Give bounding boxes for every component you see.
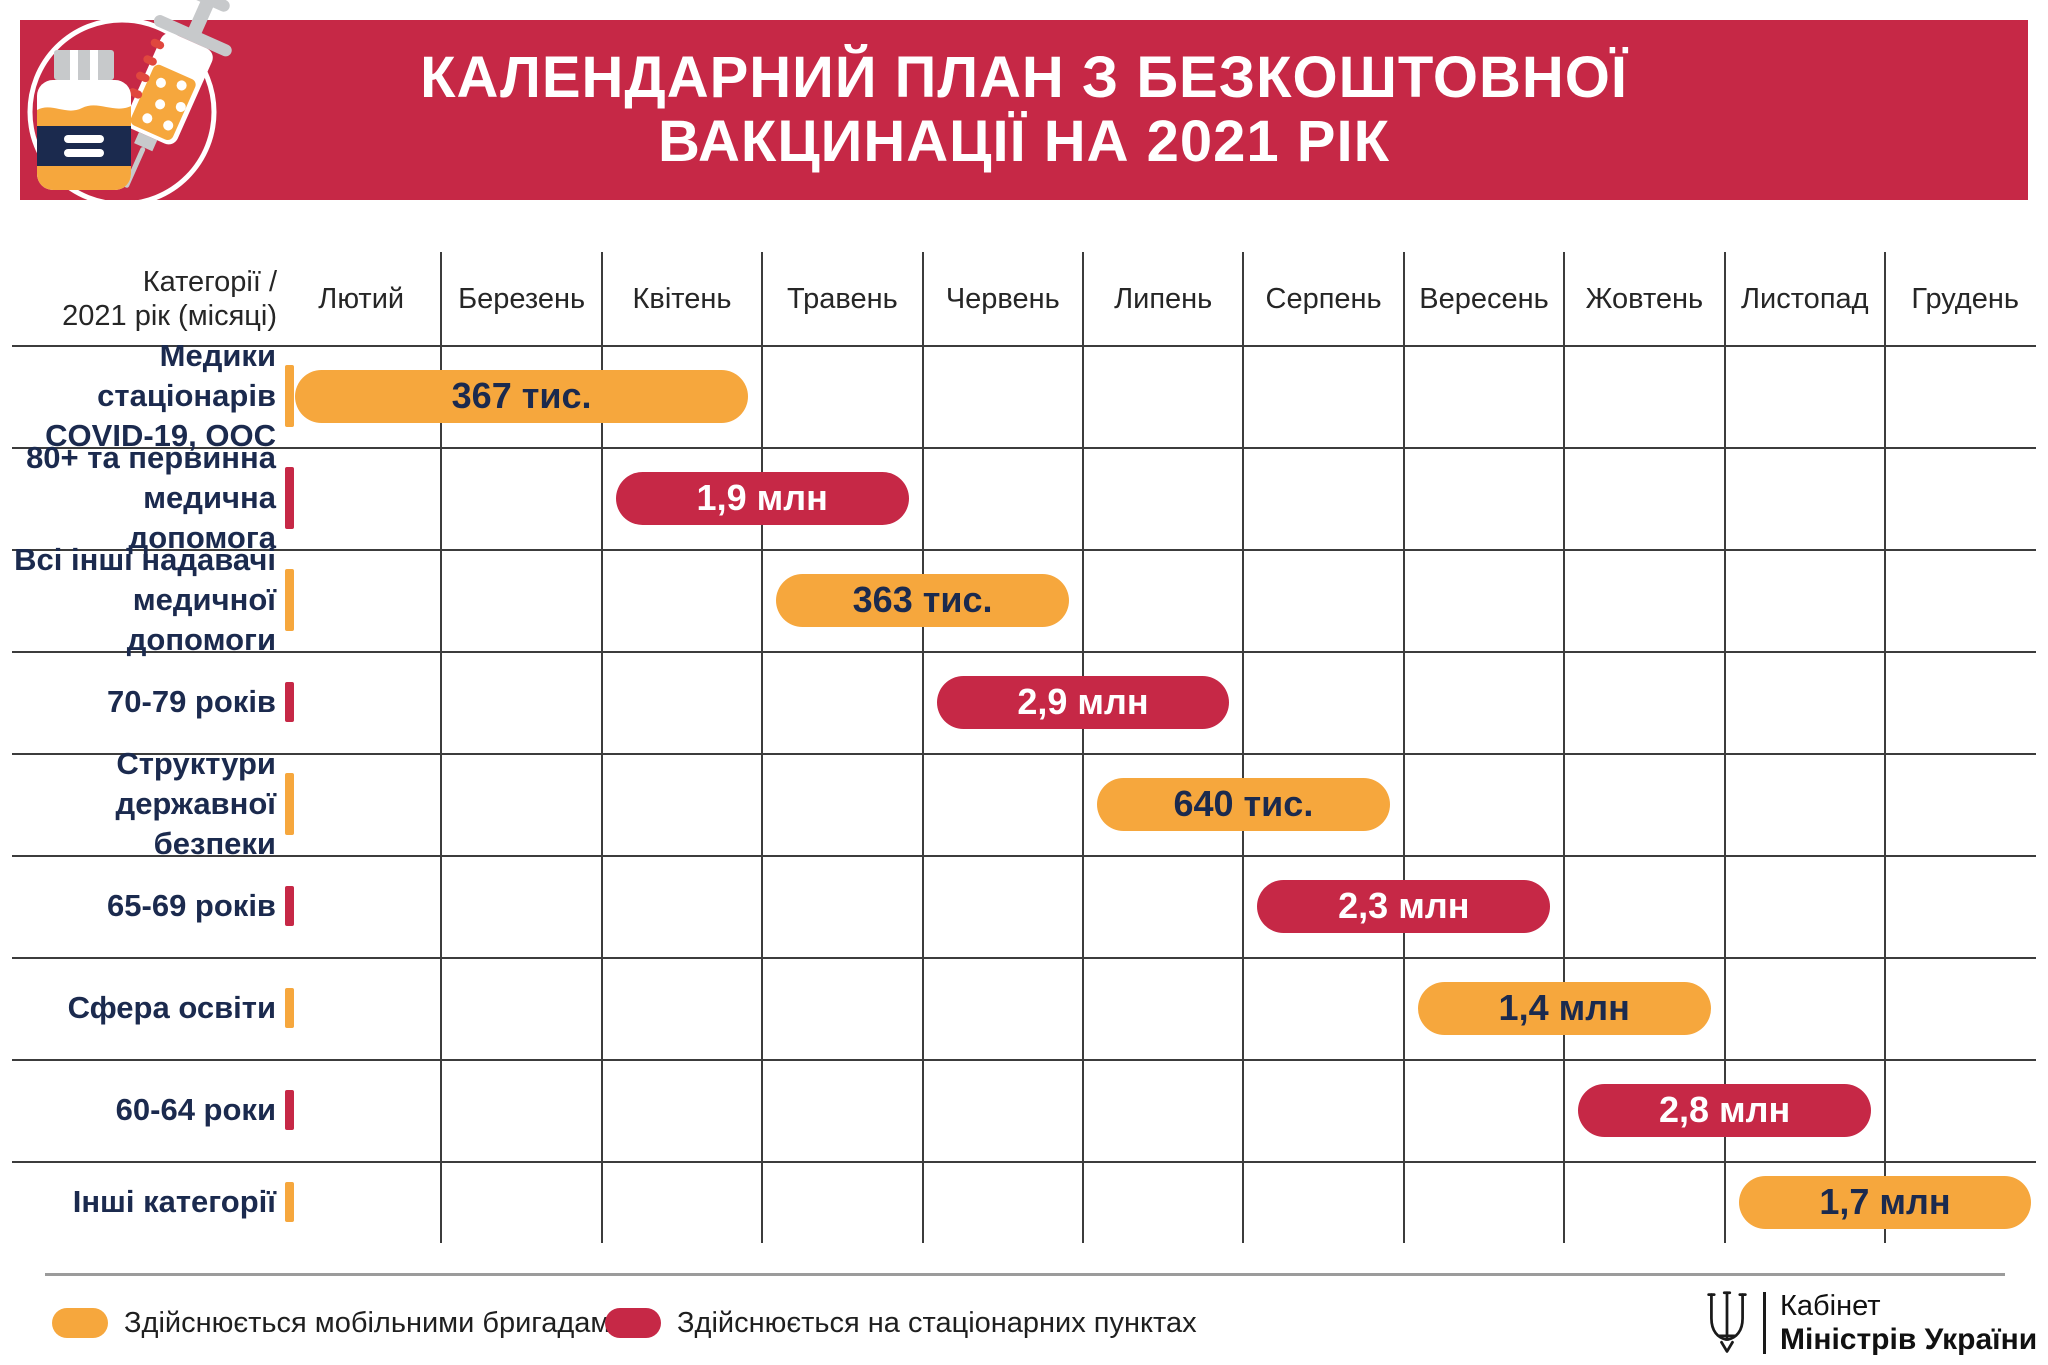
- row-label-2: 80+ та первинна медична допомога: [0, 440, 276, 555]
- month-header-3: Квітень: [632, 282, 732, 315]
- legend-swatch-mobile: [52, 1308, 108, 1338]
- row-label-line: 70-79 років: [107, 684, 276, 719]
- row-label-line: медичної допомоги: [126, 582, 276, 657]
- axis-corner-label-line1: Категорії /: [142, 266, 277, 298]
- row-label-9: Інші категорії: [0, 1161, 276, 1243]
- page-title: КАЛЕНДАРНИЙ ПЛАН З БЕЗКОШТОВНОЇ ВАКЦИНАЦ…: [20, 46, 2028, 174]
- row-label-5: Структури державної безпеки: [0, 746, 276, 861]
- header-bottom-line: [12, 345, 2036, 347]
- row-divider-line: [12, 549, 2036, 551]
- row-label-3: Всі інші надавачі медичної допомоги: [0, 542, 276, 657]
- row-label-line: 65-69 років: [107, 888, 276, 923]
- grid-vline: [1723, 252, 1726, 1243]
- month-header-4: Травень: [787, 282, 898, 315]
- page-title-line2: ВАКЦИНАЦІЇ НА 2021 РІК: [658, 109, 1390, 174]
- gantt-bar-9: 1,7 млн: [1738, 1175, 2032, 1229]
- row-color-tick: [285, 773, 294, 835]
- logo-text-line2: Міністрів України: [1780, 1323, 2038, 1356]
- gantt-bar-7: 1,4 млн: [1417, 981, 1711, 1035]
- legend-item-mobile: Здійснюється мобільними бригадами: [52, 1303, 627, 1343]
- logo-text-line1: Кабінет: [1780, 1290, 1881, 1322]
- grid-vline: [1242, 252, 1245, 1243]
- row-label-line: Структури: [116, 746, 276, 781]
- logo-text: Кабінет Міністрів України: [1780, 1290, 2037, 1356]
- row-color-tick: [285, 886, 294, 926]
- legend-item-stationary: Здійснюється на стаціонарних пунктах: [605, 1303, 1197, 1343]
- row-divider-line: [12, 1059, 2036, 1061]
- gantt-bar-6: 2,3 млн: [1257, 879, 1551, 933]
- grid-vline: [1884, 252, 1886, 1243]
- row-label-4: 70-79 років: [0, 651, 276, 753]
- page-title-line1: КАЛЕНДАРНИЙ ПЛАН З БЕЗКОШТОВНОЇ: [420, 45, 1628, 110]
- row-divider-line: [12, 447, 2036, 449]
- gantt-bar-3: 363 тис.: [776, 573, 1069, 627]
- row-label-6: 65-69 років: [0, 855, 276, 957]
- row-label-line: Медики стаціонарів: [97, 338, 276, 413]
- grid-vline: [1563, 252, 1566, 1243]
- row-color-tick: [285, 988, 294, 1028]
- month-header-6: Липень: [1114, 282, 1213, 315]
- row-divider-line: [12, 855, 2036, 857]
- row-label-line: 60-64 роки: [115, 1092, 276, 1127]
- vaccine-vial-syringe-icon: [27, 0, 232, 207]
- month-header-5: Червень: [945, 282, 1060, 315]
- month-header-1: Лютий: [318, 282, 405, 315]
- row-label-line: медична допомога: [128, 480, 276, 555]
- row-divider-line: [12, 651, 2036, 653]
- row-color-tick: [285, 467, 294, 529]
- vaccine-vial-icon: [37, 50, 131, 190]
- logo-divider: [1763, 1292, 1766, 1354]
- row-divider-line: [12, 957, 2036, 959]
- row-label-line: державної безпеки: [115, 786, 276, 861]
- legend-label-mobile: Здійснюється мобільними бригадами: [124, 1306, 627, 1339]
- row-color-tick: [285, 365, 294, 427]
- grid-vline: [440, 252, 443, 1243]
- month-header-7: Серпень: [1265, 282, 1382, 315]
- row-label-line: 80+ та первинна: [26, 440, 276, 475]
- row-label-8: 60-64 роки: [0, 1059, 276, 1161]
- grid-vline: [1402, 252, 1405, 1243]
- axis-corner-label: Категорії / 2021 рік (місяці): [0, 253, 277, 345]
- row-divider-line: [12, 1161, 2036, 1163]
- row-color-tick: [285, 1090, 294, 1130]
- row-label-7: Сфера освіти: [0, 957, 276, 1059]
- grid-vline: [761, 252, 764, 1243]
- gantt-bar-2: 1,9 млн: [615, 471, 909, 525]
- month-header-9: Жовтень: [1585, 282, 1704, 315]
- grid-vline: [600, 252, 603, 1243]
- gantt-bar-8: 2,8 млн: [1578, 1083, 1871, 1137]
- cabinet-of-ministers-logo: Кабінет Міністрів України: [1703, 1290, 2037, 1356]
- gantt-bar-1: 367 тис.: [295, 369, 749, 423]
- row-color-tick: [285, 569, 294, 631]
- month-header-2: Березень: [458, 282, 586, 315]
- grid-vline: [921, 252, 924, 1243]
- axis-corner-label-line2: 2021 рік (місяці): [62, 300, 277, 332]
- row-label-1: Медики стаціонарів COVID-19, ООС: [0, 338, 276, 453]
- legend-swatch-stationary: [605, 1308, 661, 1338]
- month-header-8: Вересень: [1419, 282, 1549, 315]
- legend-label-stationary: Здійснюється на стаціонарних пунктах: [677, 1306, 1197, 1339]
- month-header-11: Грудень: [1911, 282, 2019, 315]
- row-divider-line: [12, 753, 2036, 755]
- legend-separator: [45, 1273, 2005, 1276]
- row-color-tick: [285, 682, 294, 722]
- tryzub-icon: [1707, 1291, 1747, 1353]
- row-label-line: Всі інші надавачі: [14, 542, 276, 577]
- syringe-icon: [124, 0, 232, 188]
- gantt-bar-4: 2,9 млн: [936, 675, 1230, 729]
- grid-vline: [1082, 252, 1084, 1243]
- row-label-line: Сфера освіти: [67, 990, 276, 1025]
- month-header-10: Листопад: [1741, 282, 1869, 315]
- row-color-tick: [285, 1182, 294, 1222]
- row-label-line: COVID-19, ООС: [45, 418, 276, 453]
- header-banner: КАЛЕНДАРНИЙ ПЛАН З БЕЗКОШТОВНОЇ ВАКЦИНАЦ…: [20, 0, 2028, 207]
- gantt-bar-5: 640 тис.: [1097, 777, 1390, 831]
- row-label-line: Інші категорії: [72, 1184, 276, 1219]
